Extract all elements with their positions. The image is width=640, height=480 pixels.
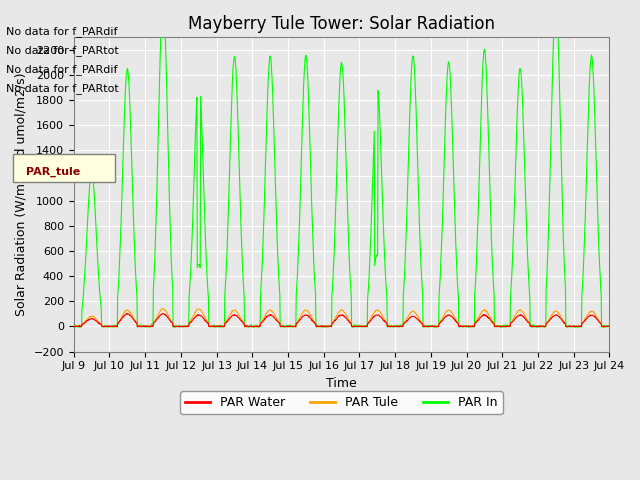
Text: No data for f_PARdif: No data for f_PARdif	[6, 25, 118, 36]
Title: Mayberry Tule Tower: Solar Radiation: Mayberry Tule Tower: Solar Radiation	[188, 15, 495, 33]
Legend: PAR Water, PAR Tule, PAR In: PAR Water, PAR Tule, PAR In	[180, 391, 503, 414]
Text: PAR_tule: PAR_tule	[26, 167, 80, 178]
X-axis label: Time: Time	[326, 377, 357, 390]
Text: No data for f_PARtot: No data for f_PARtot	[6, 45, 119, 56]
Text: No data for f_PARdif: No data for f_PARdif	[6, 64, 118, 75]
Y-axis label: Solar Radiation (W/m2 and umol/m2/s): Solar Radiation (W/m2 and umol/m2/s)	[15, 72, 28, 316]
Text: No data for f_PARtot: No data for f_PARtot	[6, 83, 119, 94]
